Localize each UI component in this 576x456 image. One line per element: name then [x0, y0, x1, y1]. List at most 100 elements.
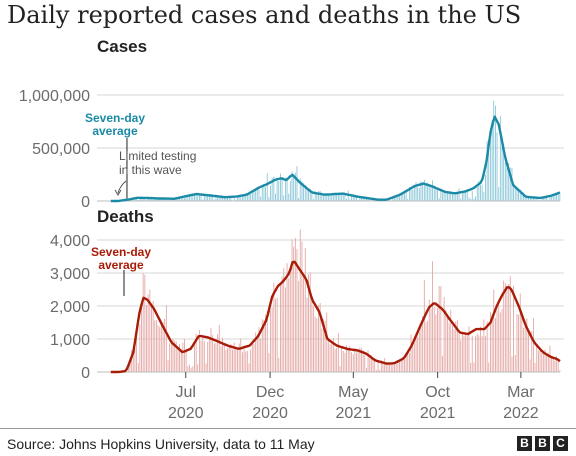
daily-bar [302, 242, 303, 373]
daily-bar [369, 357, 370, 372]
daily-bar [414, 343, 415, 372]
x-tick-month: May [338, 384, 368, 401]
daily-bar [244, 196, 245, 201]
daily-bar [464, 336, 465, 373]
daily-bar [277, 298, 278, 372]
daily-bar [412, 346, 413, 372]
daily-bar [483, 320, 484, 373]
daily-bar [328, 340, 329, 372]
daily-bar [171, 341, 172, 372]
daily-bar [469, 198, 470, 201]
x-tick-year: 2020 [168, 405, 204, 422]
daily-bar [283, 268, 284, 372]
daily-bar [518, 315, 519, 372]
daily-bar [153, 301, 154, 372]
daily-bar [472, 336, 473, 372]
daily-bar [495, 318, 496, 372]
daily-bar [538, 351, 539, 373]
x-tick-year: 2020 [252, 405, 288, 422]
daily-bar [340, 366, 341, 372]
daily-bar [454, 194, 455, 201]
daily-bar [268, 353, 269, 372]
daily-bar [331, 343, 332, 373]
daily-bar [440, 286, 441, 372]
daily-bar [143, 273, 144, 372]
daily-bar [267, 173, 268, 201]
daily-bar [422, 185, 423, 201]
daily-bar [417, 337, 418, 372]
daily-bar [316, 318, 317, 372]
daily-bar [354, 348, 355, 372]
daily-bar [477, 334, 478, 372]
daily-bar [229, 346, 230, 372]
y-tick-label: 2,000 [50, 299, 90, 316]
daily-bar [227, 348, 228, 372]
daily-bar [221, 347, 222, 373]
daily-bar [487, 322, 488, 372]
daily-bar [154, 320, 155, 372]
daily-bar [351, 352, 352, 372]
daily-bar [249, 195, 250, 201]
daily-bar [378, 361, 379, 372]
daily-bar [498, 305, 499, 372]
daily-bar [282, 179, 283, 201]
daily-bar [240, 339, 241, 372]
daily-bar [546, 355, 547, 372]
daily-bar [247, 351, 248, 372]
daily-bar [497, 132, 498, 201]
daily-bar [394, 364, 395, 372]
daily-bar [450, 193, 451, 201]
daily-bar [326, 312, 327, 372]
daily-bar [341, 347, 342, 372]
daily-bar [459, 189, 460, 202]
daily-bar [161, 325, 162, 372]
daily-bar [307, 298, 308, 372]
daily-bar [429, 185, 430, 201]
annotation-arrow [118, 181, 126, 193]
daily-bar [444, 297, 445, 372]
daily-bar [156, 320, 157, 372]
daily-bar [182, 343, 183, 372]
y-tick-label: 0 [81, 194, 90, 211]
daily-bar [435, 189, 436, 201]
daily-bar [512, 357, 513, 373]
daily-bar [178, 346, 179, 372]
daily-bar [477, 187, 478, 201]
daily-bar [252, 193, 253, 201]
daily-bar [262, 185, 263, 201]
daily-bar [270, 311, 271, 373]
daily-bar [435, 314, 436, 372]
daily-bar [209, 339, 210, 372]
daily-bar [318, 305, 319, 372]
daily-bar [283, 195, 284, 201]
daily-bar [326, 195, 327, 201]
bbc-logo: B B C [517, 436, 568, 451]
daily-bar [260, 339, 261, 372]
logo-letter: C [553, 436, 568, 451]
daily-bar [225, 350, 226, 372]
annotation-text: Seven-day [91, 245, 151, 259]
daily-bar [475, 336, 476, 372]
daily-bar [278, 181, 279, 201]
daily-bar [204, 341, 205, 372]
daily-bar [411, 334, 412, 372]
daily-bar [285, 288, 286, 373]
daily-bar [482, 185, 483, 201]
daily-bar [384, 358, 385, 372]
daily-bar [419, 332, 420, 372]
daily-bar [232, 350, 233, 372]
daily-bar [250, 350, 251, 372]
daily-bar [330, 344, 331, 372]
daily-bar [515, 355, 516, 372]
daily-bar [166, 305, 167, 372]
daily-bar [252, 341, 253, 372]
daily-bar [407, 353, 408, 372]
daily-bar [287, 263, 288, 372]
y-tick-label: 4,000 [50, 233, 90, 250]
daily-bar [432, 181, 433, 202]
annotation-text: Seven-day [85, 111, 145, 125]
daily-bar [454, 329, 455, 372]
daily-bar [189, 196, 190, 201]
daily-bar [199, 195, 200, 201]
daily-bar [353, 354, 354, 372]
